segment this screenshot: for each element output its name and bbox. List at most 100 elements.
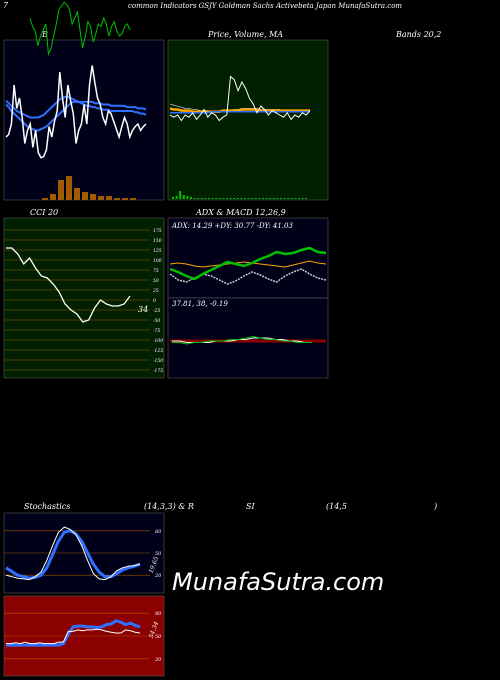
macd-values: 37.81, 38, -0.19: [172, 300, 228, 308]
watermark: MunafaSutra.com: [172, 568, 385, 596]
bb-volume-bar: [98, 196, 104, 200]
cci-tick-label: -150: [153, 358, 163, 364]
cci-bg: [3, 217, 165, 379]
volume-bar: [305, 198, 308, 199]
volume-bar: [247, 198, 250, 199]
volume-bar: [229, 198, 232, 199]
price-ma-orange-line: [169, 107, 310, 113]
cci-line: [6, 247, 131, 323]
rsi-params: (14,5: [326, 502, 347, 511]
cci-tick-label: -100: [153, 338, 163, 344]
volume-bar: [200, 198, 203, 199]
adx-label: ADX & MACD 12,26,9: [196, 208, 286, 217]
volume-bar: [265, 198, 268, 199]
volume-bar: [298, 198, 300, 199]
adx-panel: ADX: 14.29 +DY: 30.77 -DY: 41.03 37.81, …: [167, 217, 329, 379]
cci-tick-label: 0: [153, 298, 156, 304]
stoch-tick-label: 80: [155, 529, 162, 535]
cci-tick-label: 175: [153, 228, 162, 234]
stoch-params: (14,3,3) & R: [144, 502, 194, 511]
bb-upper-band-line: [29, 1, 131, 56]
volume-bar: [186, 196, 189, 199]
bb-volume-bar: [58, 180, 64, 200]
bb-volume-bar: [74, 188, 80, 200]
volume-bar: [179, 191, 182, 199]
volume-bar: [204, 198, 207, 199]
cci-tick-label: -50: [153, 318, 160, 324]
bb-price-line: [5, 65, 147, 159]
volume-bar: [175, 196, 178, 199]
volume-bar: [222, 198, 225, 199]
cci-panel: 175 150 125 100 75 50 25 0 -25 -50 -75 -100 -125 -150…: [3, 217, 165, 379]
bb-middle-line: [5, 95, 147, 119]
corner-mark: 7: [3, 1, 9, 10]
adx-values: ADX: 14.29 +DY: 30.77 -DY: 41.03: [171, 222, 293, 230]
price-panel: [167, 39, 329, 201]
volume-bar: [287, 198, 290, 199]
rsi-tick-label: 20: [154, 657, 162, 663]
volume-bar: [233, 198, 236, 199]
volume-bar: [236, 198, 239, 199]
rsi-tick-label: 50: [155, 634, 162, 640]
price-bg: [167, 39, 329, 201]
volume-bar: [262, 198, 264, 199]
rsi-label: SI: [246, 502, 255, 511]
volume-bar: [258, 198, 261, 199]
cci-last-value: 34: [138, 305, 148, 314]
bb-volume-bar: [82, 192, 88, 200]
cci-tick-label: -75: [153, 328, 160, 334]
volume-bar: [280, 198, 282, 199]
cci-tick-label: -25: [153, 308, 160, 314]
cci-label: CCI 20: [30, 208, 59, 217]
volume-bar: [301, 198, 304, 199]
cci-tick-label: 150: [153, 238, 162, 244]
bb-volume-bar: [106, 196, 112, 200]
rsi-line: [6, 628, 141, 645]
volume-bar: [218, 198, 221, 199]
cci-tick-label: 125: [153, 248, 162, 254]
volume-bar: [294, 198, 297, 199]
stoch-tick-label: 50: [155, 551, 162, 557]
volume-bar: [215, 198, 218, 199]
price-close-line: [169, 75, 311, 122]
bb-volume-bar: [50, 194, 56, 200]
cci-tick-label: 50: [153, 278, 159, 284]
bands-label: Bands 20,2: [396, 30, 442, 39]
bb-volume-bar: [90, 194, 96, 200]
volume-bar: [272, 198, 275, 199]
bb-volume-bar: [114, 198, 120, 200]
macd-line: [172, 335, 312, 345]
bb-volume-bar: [66, 176, 72, 200]
cci-tick-label: 75: [153, 268, 159, 274]
cci-tick-label: 25: [152, 288, 159, 294]
adx-line: [169, 268, 327, 285]
volume-bar: [283, 198, 286, 199]
adx-bg: [167, 217, 329, 299]
price-label: Price, Volume, MA: [208, 30, 284, 39]
volume-bar: [290, 198, 293, 199]
cci-tick-label: 100: [153, 258, 162, 264]
volume-bar: [182, 195, 185, 199]
adx-plus-di-line: [169, 260, 327, 268]
stoch-label: Stochastics: [24, 502, 71, 511]
bb-volume-bar: [130, 198, 136, 200]
rsi-tick-label: 80: [155, 611, 162, 617]
bollinger-panel: [3, 1, 165, 201]
volume-bar: [276, 198, 279, 199]
cci-tick-label: -175: [153, 368, 163, 374]
volume-bar: [197, 198, 200, 199]
stoch-k-line: [5, 526, 141, 581]
rsi-close: ): [434, 502, 438, 511]
rsi-blue-line: [6, 619, 141, 647]
volume-bar: [172, 197, 174, 199]
page-title: common Indicators GSJY Goldman Sachs Act…: [128, 2, 403, 10]
volume-bar: [269, 198, 272, 199]
cci-tick-label: -125: [153, 348, 163, 354]
bb-label: B: [42, 30, 48, 39]
volume-bar: [226, 198, 228, 199]
price-ma-blue-line: [170, 110, 310, 114]
bb-volume-bar: [42, 198, 48, 200]
volume-bar: [190, 197, 192, 199]
